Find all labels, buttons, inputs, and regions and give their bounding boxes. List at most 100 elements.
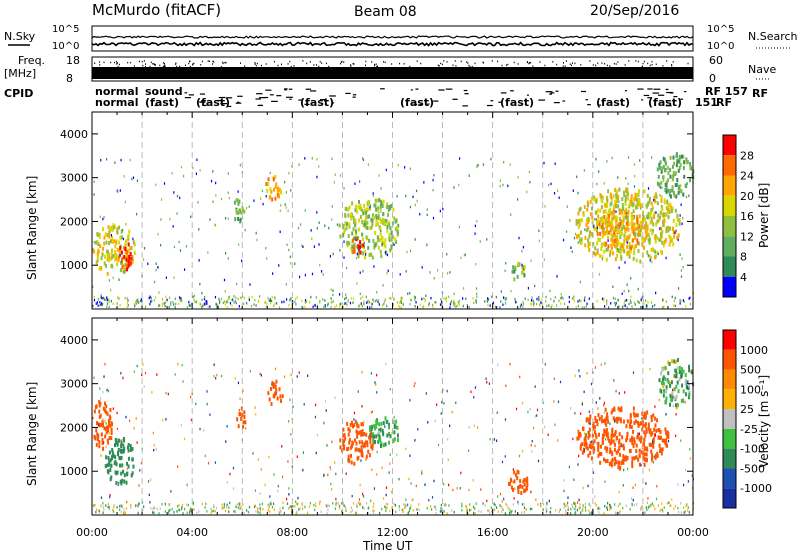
echo-cell [360,459,362,462]
echo-cell [544,205,546,208]
freq-dot [116,63,118,65]
ground-scatter-cell [663,305,665,309]
ground-scatter-cell [108,298,110,301]
ground-scatter-cell [221,507,223,510]
velocity-colorbar-label: Velocity [m s⁻¹] [757,375,771,468]
echo-cell [597,219,600,224]
freq-dot [222,61,224,64]
ground-scatter-cell [378,511,381,515]
ground-scatter-cell [406,504,408,508]
echo-cell [654,423,657,428]
freq-dot [153,63,155,65]
echo-cell [626,212,629,217]
echo-cell [609,249,612,254]
echo-cell [657,428,660,433]
echo-cell [398,477,400,481]
cpid-mark [319,99,326,101]
echo-cell [680,373,683,378]
echo-cell [559,380,562,384]
echo-cell [147,262,149,266]
freq-tick-bottom: 8 [66,72,73,85]
ground-scatter-cell [352,301,354,304]
echo-cell [633,197,636,202]
echo-cell [364,223,367,228]
cpid-mark [203,104,207,107]
echo-cell [635,448,638,453]
echo-cell [375,424,378,429]
echo-cell [261,189,264,193]
cpid-mark [288,88,293,90]
ground-scatter-cell [550,305,552,309]
ground-scatter-cell [237,297,239,301]
ground-scatter-cell [215,303,217,307]
echo-cell [616,199,619,204]
freq-dot [176,65,178,68]
ground-scatter-cell [220,297,223,301]
echo-cell [666,210,669,215]
echo-cell [666,165,669,170]
ground-scatter-cell [462,297,464,300]
echo-cell [428,498,430,502]
echo-cell [587,226,590,231]
ground-scatter-cell [583,299,586,302]
echo-cell [298,371,300,374]
ground-scatter-cell [434,301,436,304]
echo-cell [603,401,606,405]
cpid-mark [658,94,665,96]
echo-cell [110,251,113,256]
echo-cell [316,227,318,230]
echo-cell [570,246,572,249]
ground-scatter-cell [423,297,425,300]
ground-scatter-cell [268,299,270,302]
echo-cell [354,223,357,228]
echo-cell [124,255,127,260]
cpid-mark [271,100,278,102]
echo-cell [645,235,648,240]
echo-cell [603,241,606,246]
ground-scatter-cell [168,511,170,514]
echo-cell [393,437,396,442]
echo-cell [631,441,634,446]
echo-cell [120,471,123,476]
ground-scatter-cell [313,503,315,507]
echo-cell [120,455,123,460]
echo-cell [670,238,673,243]
freq-dot [483,62,485,64]
echo-cell [578,219,581,224]
echo-cell [582,486,584,490]
echo-cell [622,242,625,247]
echo-cell [599,397,601,400]
echo-cell [235,210,238,215]
echo-cell [618,445,621,450]
ground-scatter-cell [545,295,547,299]
echo-cell [588,420,591,425]
echo-cell [288,171,290,175]
echo-cell [98,403,101,408]
ground-scatter-cell [345,507,347,510]
echo-cell [213,374,215,378]
echo-cell [597,407,599,410]
echo-cell [100,256,103,261]
echo-cell [375,215,378,220]
echo-cell [609,194,612,199]
echo-cell [667,380,670,385]
echo-cell [640,421,643,426]
ground-scatter-cell [530,299,533,302]
echo-cell [122,480,124,484]
echo-cell [585,223,588,228]
echo-cell [96,432,99,437]
colorbar-tick-label: 25 [740,403,754,416]
echo-cell [265,182,267,185]
echo-cell [523,477,526,482]
power-echoes [92,151,695,309]
ground-scatter-cell [304,305,306,309]
ground-scatter-cell [578,299,581,302]
echo-cell [633,250,636,255]
ground-scatter-cell [161,503,163,506]
echo-cell [675,163,678,168]
echo-cell [680,369,683,374]
echo-cell [518,236,520,240]
echo-cell [628,204,631,209]
echo-cell [239,397,241,401]
ground-scatter-cell [239,502,241,506]
